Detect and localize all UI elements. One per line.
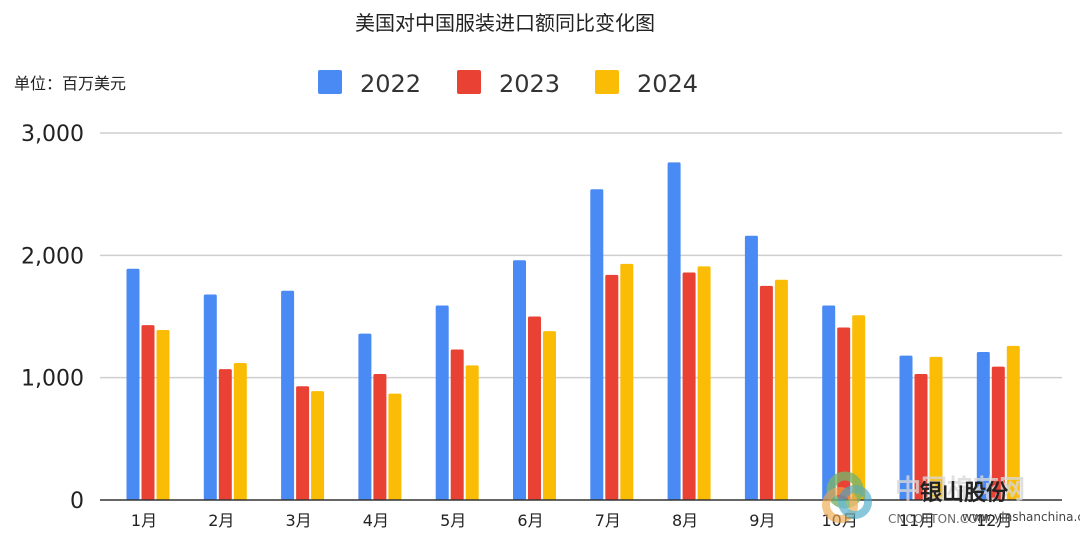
bar-2023-6 bbox=[528, 316, 541, 500]
legend-label: 2024 bbox=[637, 70, 698, 98]
x-tick-label: 8月 bbox=[672, 511, 698, 530]
x-tick-label: 9月 bbox=[749, 511, 775, 530]
bars bbox=[126, 162, 1020, 501]
bar-2024-7 bbox=[620, 263, 634, 500]
y-tick-label: 3,000 bbox=[21, 122, 84, 147]
bar-2024-6 bbox=[543, 331, 556, 500]
bar-2022-4 bbox=[358, 333, 372, 500]
bar-2024-5 bbox=[465, 365, 479, 500]
bar-2024-9 bbox=[774, 279, 788, 500]
svg-text:中国棉花网: 中国棉花网 bbox=[895, 475, 1025, 505]
bar-2022-5 bbox=[435, 305, 449, 500]
bar-2022-11 bbox=[899, 355, 913, 500]
x-tick-label: 11月 bbox=[899, 511, 935, 530]
svg-text:银山股份: 银山股份 bbox=[920, 481, 1009, 506]
bar-2023-12 bbox=[991, 366, 1005, 500]
x-tick-label: 7月 bbox=[595, 511, 621, 530]
cncotton-logo-watermark: 中国棉花网 CNCOTTON.COM bbox=[822, 471, 1025, 526]
x-tick-label: 12月 bbox=[976, 511, 1012, 530]
bar-2023-10 bbox=[837, 327, 851, 500]
gridlines bbox=[100, 132, 1062, 379]
bar-2023-7 bbox=[605, 274, 619, 500]
chart-title: 美国对中国服装进口额同比变化图 bbox=[355, 11, 655, 35]
bar-2022-10 bbox=[822, 305, 836, 500]
x-tick-label: 6月 bbox=[517, 511, 543, 530]
svg-text:www.yinshanchina.com: www.yinshanchina.com bbox=[962, 510, 1080, 524]
x-tick-label: 2月 bbox=[208, 511, 234, 530]
bar-2023-5 bbox=[450, 349, 464, 500]
bar-2024-1 bbox=[156, 329, 170, 500]
svg-text:CNCOTTON.COM: CNCOTTON.COM bbox=[888, 512, 988, 526]
legend: 2022 2023 2024 bbox=[318, 70, 698, 98]
bar-2022-1 bbox=[126, 268, 140, 500]
bar-2023-8 bbox=[682, 272, 696, 500]
y-tick-label: 1,000 bbox=[21, 367, 84, 392]
bar-2024-2 bbox=[233, 362, 247, 500]
bar-2023-9 bbox=[759, 285, 773, 500]
bar-2024-12 bbox=[1006, 345, 1020, 500]
x-tick-label: 1月 bbox=[131, 511, 157, 530]
bar-2023-4 bbox=[373, 373, 387, 500]
bar-2024-4 bbox=[388, 393, 402, 500]
bar-2022-8 bbox=[667, 162, 681, 501]
legend-swatch-2022 bbox=[318, 70, 342, 94]
bar-2024-3 bbox=[311, 391, 325, 500]
bar-2024-10 bbox=[852, 315, 866, 500]
bar-2022-7 bbox=[590, 189, 604, 501]
legend-label: 2023 bbox=[499, 70, 560, 98]
x-tick-label: 3月 bbox=[286, 511, 312, 530]
x-axis-ticks: 1月 2月 3月 4月 5月 6月 7月 8月 9月 10月 11月 12月 bbox=[131, 511, 1013, 530]
yinshan-logo-watermark: 银山股份 www.yinshanchina.com bbox=[920, 481, 1080, 524]
x-tick-label: 4月 bbox=[363, 511, 389, 530]
unit-label: 单位：百万美元 bbox=[14, 74, 126, 93]
bar-2022-2 bbox=[203, 294, 217, 500]
bar-2023-11 bbox=[914, 373, 928, 500]
bar-2022-12 bbox=[976, 351, 990, 500]
y-tick-label: 0 bbox=[70, 489, 84, 514]
bar-2023-2 bbox=[218, 369, 232, 500]
bar-2023-3 bbox=[296, 386, 310, 500]
legend-swatch-2023 bbox=[457, 70, 481, 94]
x-tick-label: 5月 bbox=[440, 511, 466, 530]
y-tick-label: 2,000 bbox=[21, 244, 84, 269]
legend-label: 2022 bbox=[360, 70, 421, 98]
bar-2022-3 bbox=[281, 290, 295, 500]
legend-swatch-2024 bbox=[595, 70, 619, 94]
bar-2024-11 bbox=[929, 356, 943, 500]
y-axis-ticks: 0 1,000 2,000 3,000 bbox=[21, 122, 84, 514]
bar-2022-9 bbox=[744, 235, 758, 500]
bar-2024-8 bbox=[697, 266, 711, 500]
bar-2023-1 bbox=[141, 325, 155, 500]
bar-2022-6 bbox=[513, 260, 526, 500]
